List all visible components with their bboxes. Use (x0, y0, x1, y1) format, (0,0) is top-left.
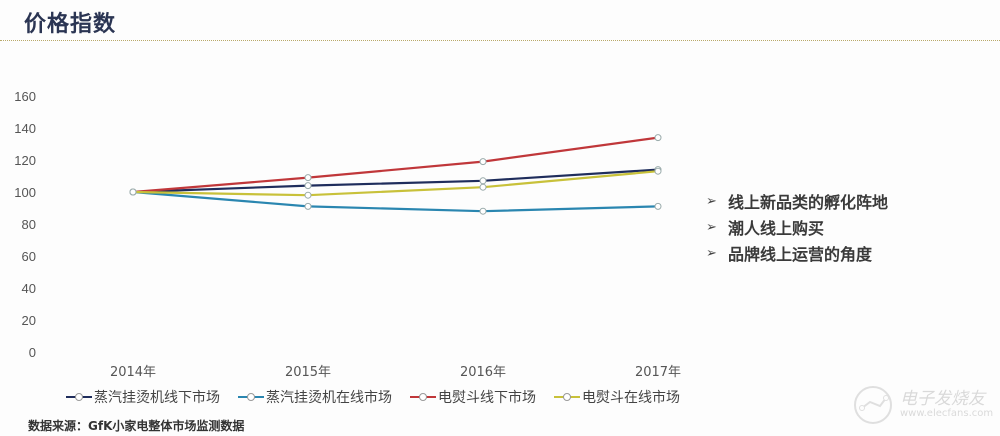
legend-line-marker-icon (66, 392, 92, 402)
legend-item: 蒸汽挂烫机在线市场 (238, 387, 392, 407)
legend-label: 电熨斗在线市场 (582, 390, 680, 406)
y-tick-label: 40 (22, 281, 36, 296)
data-point-marker (479, 158, 487, 166)
data-point-marker (479, 177, 487, 185)
data-point-marker (654, 202, 662, 210)
title-divider (0, 40, 1000, 41)
x-axis-labels: 2014年 2015年 2016年 2017年 (110, 365, 681, 380)
x-tick-label: 2017年 (635, 365, 681, 380)
legend-label: 电熨斗线下市场 (438, 390, 536, 406)
series-lines (129, 134, 662, 215)
data-point-marker (304, 202, 312, 210)
y-tick-label: 80 (22, 217, 36, 232)
y-tick-label: 160 (14, 89, 36, 104)
bullet-text: 潮人线上购买 (728, 219, 825, 238)
data-point-marker (304, 191, 312, 199)
series-line (132, 136, 659, 194)
data-source-note: 数据来源：GfK小家电整体市场监测数据 (28, 419, 245, 433)
legend-item: 电熨斗线下市场 (410, 387, 536, 407)
series-line (132, 190, 659, 213)
legend-line-marker-icon (238, 392, 264, 402)
y-axis-labels: 0 20 40 60 80 100 120 140 160 (14, 89, 36, 360)
data-point-marker (479, 207, 487, 215)
legend-item: 电熨斗在线市场 (554, 387, 680, 407)
data-point-marker (654, 167, 662, 175)
insight-bullets: ➢ 线上新品类的孵化阵地 ➢ 潮人线上购买 ➢ 品牌线上运营的角度 (706, 188, 888, 266)
data-point-marker (304, 182, 312, 190)
y-tick-label: 100 (14, 185, 36, 200)
watermark: 电子发烧友 www.elecfans.com (850, 380, 994, 430)
y-tick-label: 0 (29, 345, 36, 360)
series-line (132, 168, 659, 194)
data-point-marker (129, 188, 137, 196)
x-tick-label: 2014年 (110, 365, 156, 380)
legend-line-marker-icon (554, 392, 580, 402)
arrow-bullet-icon: ➢ (706, 245, 717, 261)
watermark-logo-icon (854, 386, 892, 424)
arrow-bullet-icon: ➢ (706, 219, 717, 235)
arrow-bullet-icon: ➢ (706, 193, 717, 209)
bullet-text: 线上新品类的孵化阵地 (728, 193, 889, 212)
bullet-item: ➢ 潮人线上购买 (706, 214, 888, 240)
page-title: 价格指数 (24, 12, 117, 37)
x-tick-label: 2016年 (460, 365, 506, 380)
y-tick-label: 20 (22, 313, 36, 328)
legend-line-marker-icon (410, 392, 436, 402)
legend-item: 蒸汽挂烫机线下市场 (66, 387, 220, 407)
data-point-marker (304, 174, 312, 182)
y-tick-label: 140 (14, 121, 36, 136)
data-point-marker (654, 134, 662, 142)
y-tick-label: 60 (22, 249, 36, 264)
chart-legend: 蒸汽挂烫机线下市场 蒸汽挂烫机在线市场 电熨斗线下市场 电熨斗在线市场 (66, 387, 698, 407)
watermark-url: www.elecfans.com (900, 408, 994, 419)
legend-label: 蒸汽挂烫机线下市场 (94, 390, 220, 406)
bullet-item: ➢ 线上新品类的孵化阵地 (706, 188, 888, 214)
x-tick-label: 2015年 (285, 365, 331, 380)
bullet-item: ➢ 品牌线上运营的角度 (706, 240, 888, 266)
bullet-text: 品牌线上运营的角度 (728, 245, 873, 264)
y-tick-label: 120 (14, 153, 36, 168)
legend-label: 蒸汽挂烫机在线市场 (266, 390, 392, 406)
data-point-marker (479, 183, 487, 191)
watermark-name: 电子发烧友 (900, 389, 985, 409)
series-line (132, 170, 659, 197)
